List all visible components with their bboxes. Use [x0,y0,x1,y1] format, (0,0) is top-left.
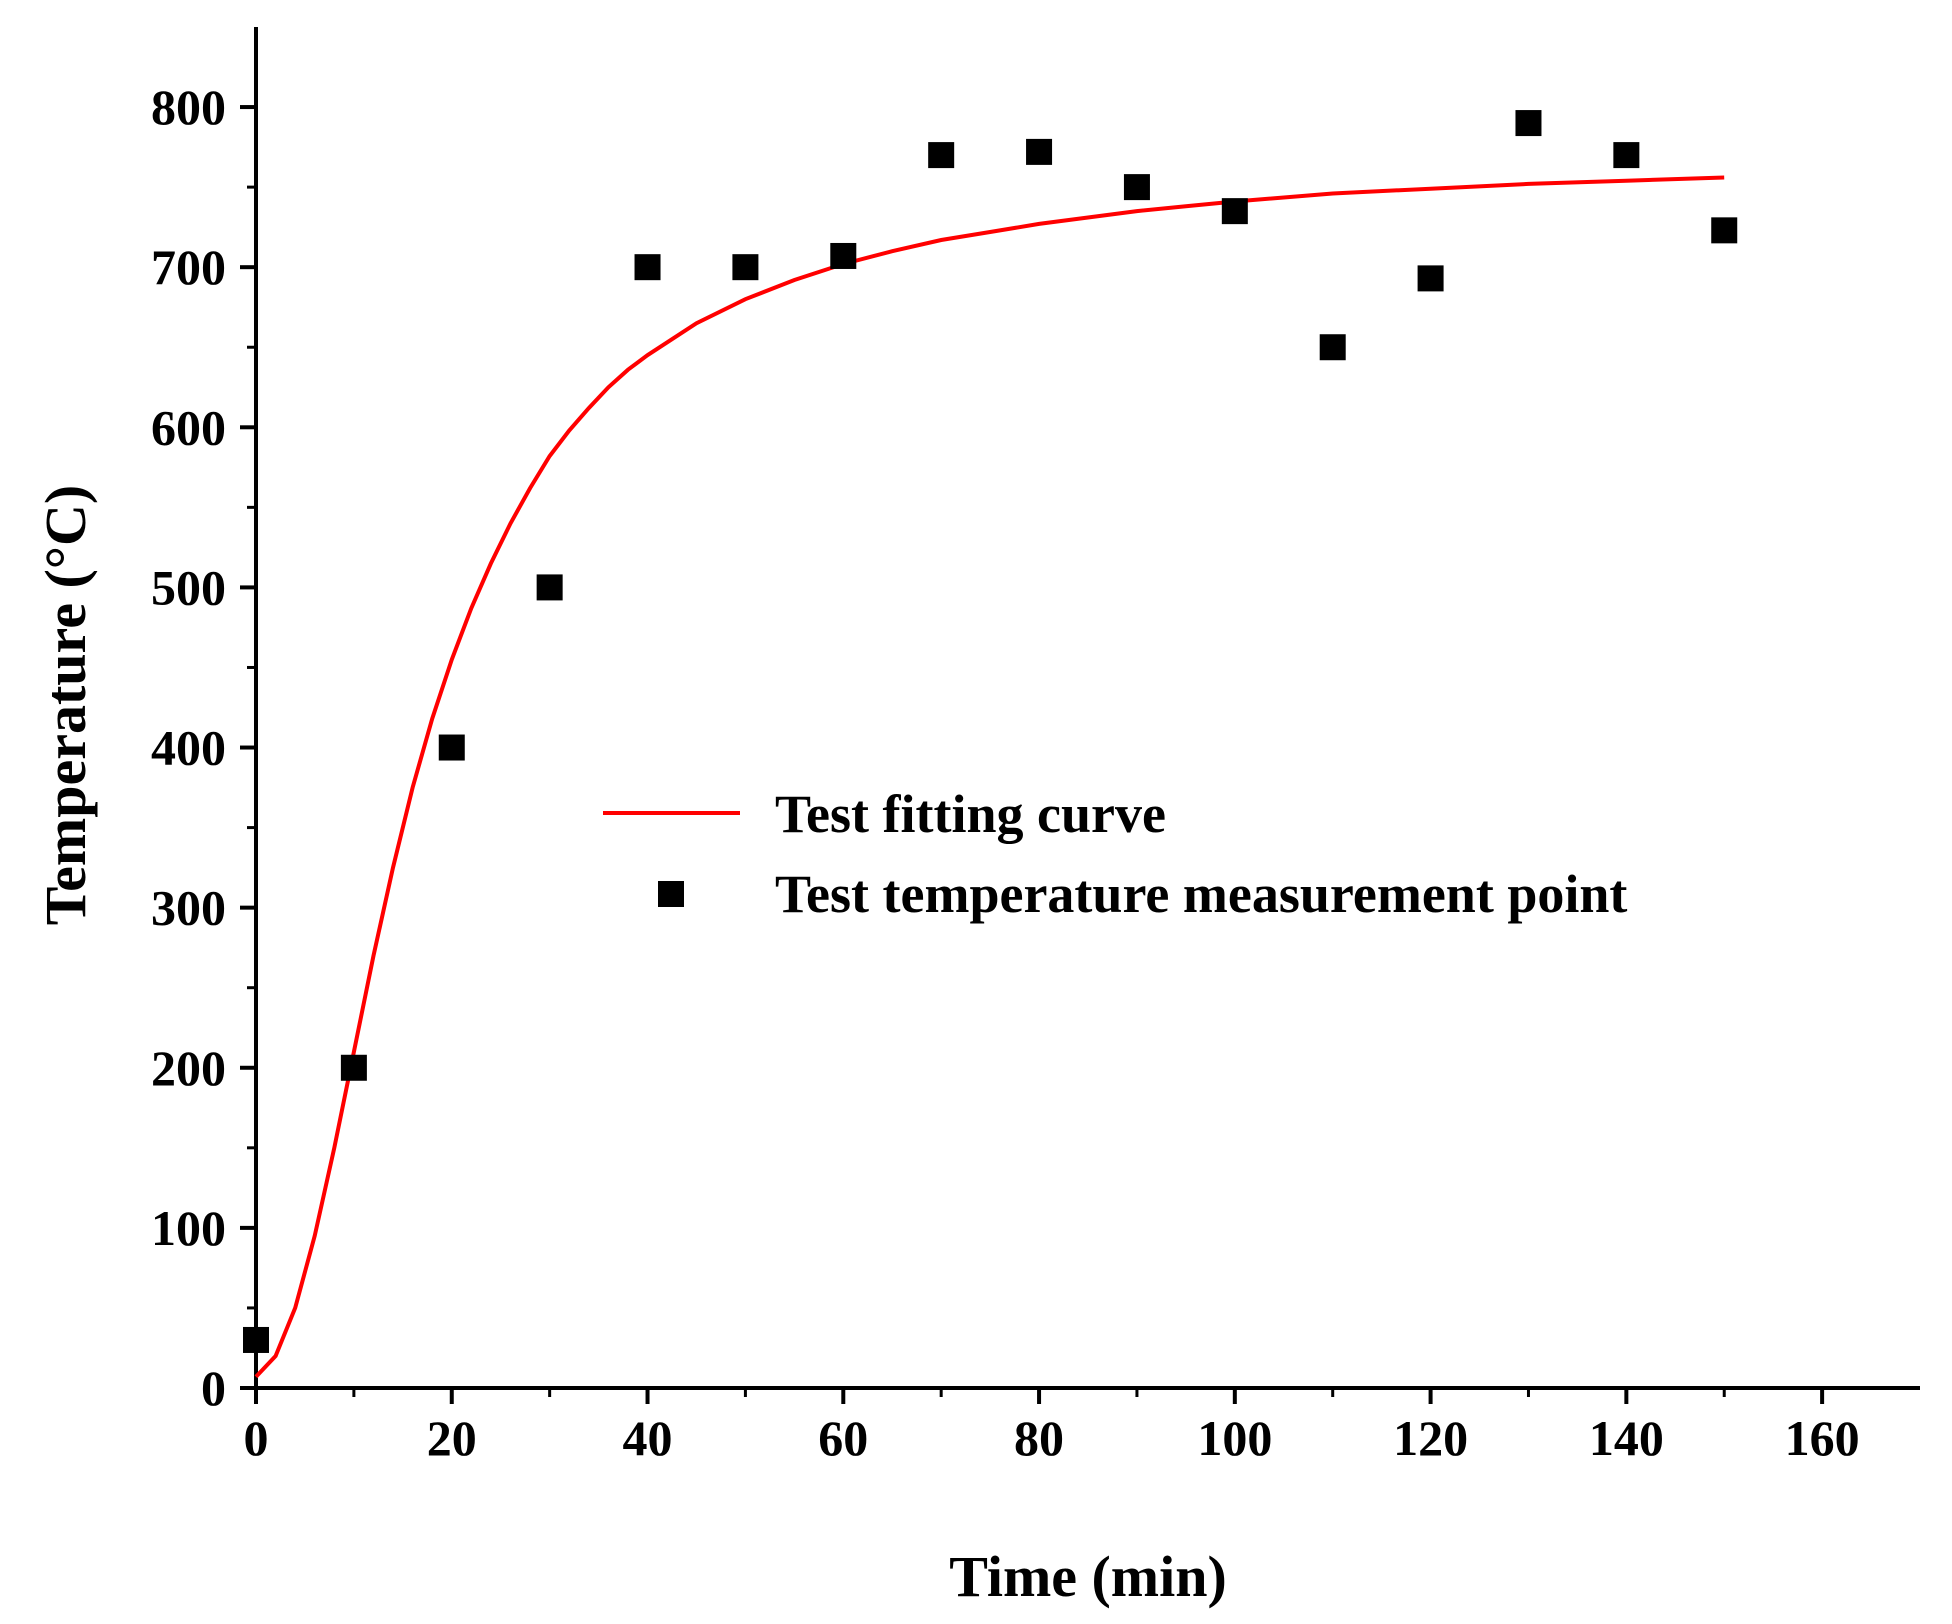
x-axis-title: Time (min) [949,1544,1227,1609]
y-ticks [240,105,256,1390]
measurement-point [830,242,857,269]
y-tick-label-400: 400 [151,720,226,776]
measurement-point [928,142,955,169]
y-tick-label-0: 0 [201,1360,226,1416]
y-tick-label-100: 100 [151,1200,226,1256]
x-tick-label-0: 0 [244,1410,269,1466]
measurement-point [536,574,563,601]
measurement-point [732,254,759,281]
axes: 0 20 40 60 80 100 120 140 160 0 100 200 300 400 500 60… [151,27,1920,1466]
measurement-point [1221,198,1248,225]
measurement-points [243,110,1738,1353]
x-tick-label-100: 100 [1197,1410,1272,1466]
plot-area [243,110,1738,1379]
legend: Test fitting curve Test temperature meas… [603,784,1627,924]
measurement-point [340,1054,367,1081]
measurement-point [1026,138,1053,165]
measurement-point [1515,110,1542,137]
measurement-point [1613,142,1640,169]
x-tick-label-140: 140 [1589,1410,1664,1466]
measurement-point [634,254,661,281]
y-tick-label-300: 300 [151,880,226,936]
legend-point-label: Test temperature measurement point [775,864,1627,924]
measurement-point [1417,265,1444,292]
y-tick-labels: 0 100 200 300 400 500 600 700 800 [151,79,226,1416]
legend-curve-label: Test fitting curve [775,784,1166,844]
y-tick-label-600: 600 [151,399,226,455]
x-tick-labels: 0 20 40 60 80 100 120 140 160 [244,1410,1860,1466]
legend-point-swatch [658,881,684,907]
measurement-point [1319,334,1346,361]
fit-curve-line [254,175,1725,1379]
y-tick-label-500: 500 [151,559,226,615]
y-axis-title: Temperature (°C) [33,485,98,925]
y-tick-label-700: 700 [151,239,226,295]
x-tick-label-20: 20 [427,1410,477,1466]
x-tick-label-160: 160 [1785,1410,1860,1466]
measurement-point [1711,217,1738,244]
measurement-point [438,734,465,761]
x-tick-label-80: 80 [1014,1410,1064,1466]
x-tick-label-120: 120 [1393,1410,1468,1466]
x-tick-label-60: 60 [818,1410,868,1466]
x-ticks [254,1388,1825,1404]
y-tick-label-800: 800 [151,79,226,135]
x-tick-label-40: 40 [623,1410,673,1466]
measurement-point [243,1326,269,1353]
y-tick-label-200: 200 [151,1040,226,1096]
measurement-point [1123,174,1150,201]
